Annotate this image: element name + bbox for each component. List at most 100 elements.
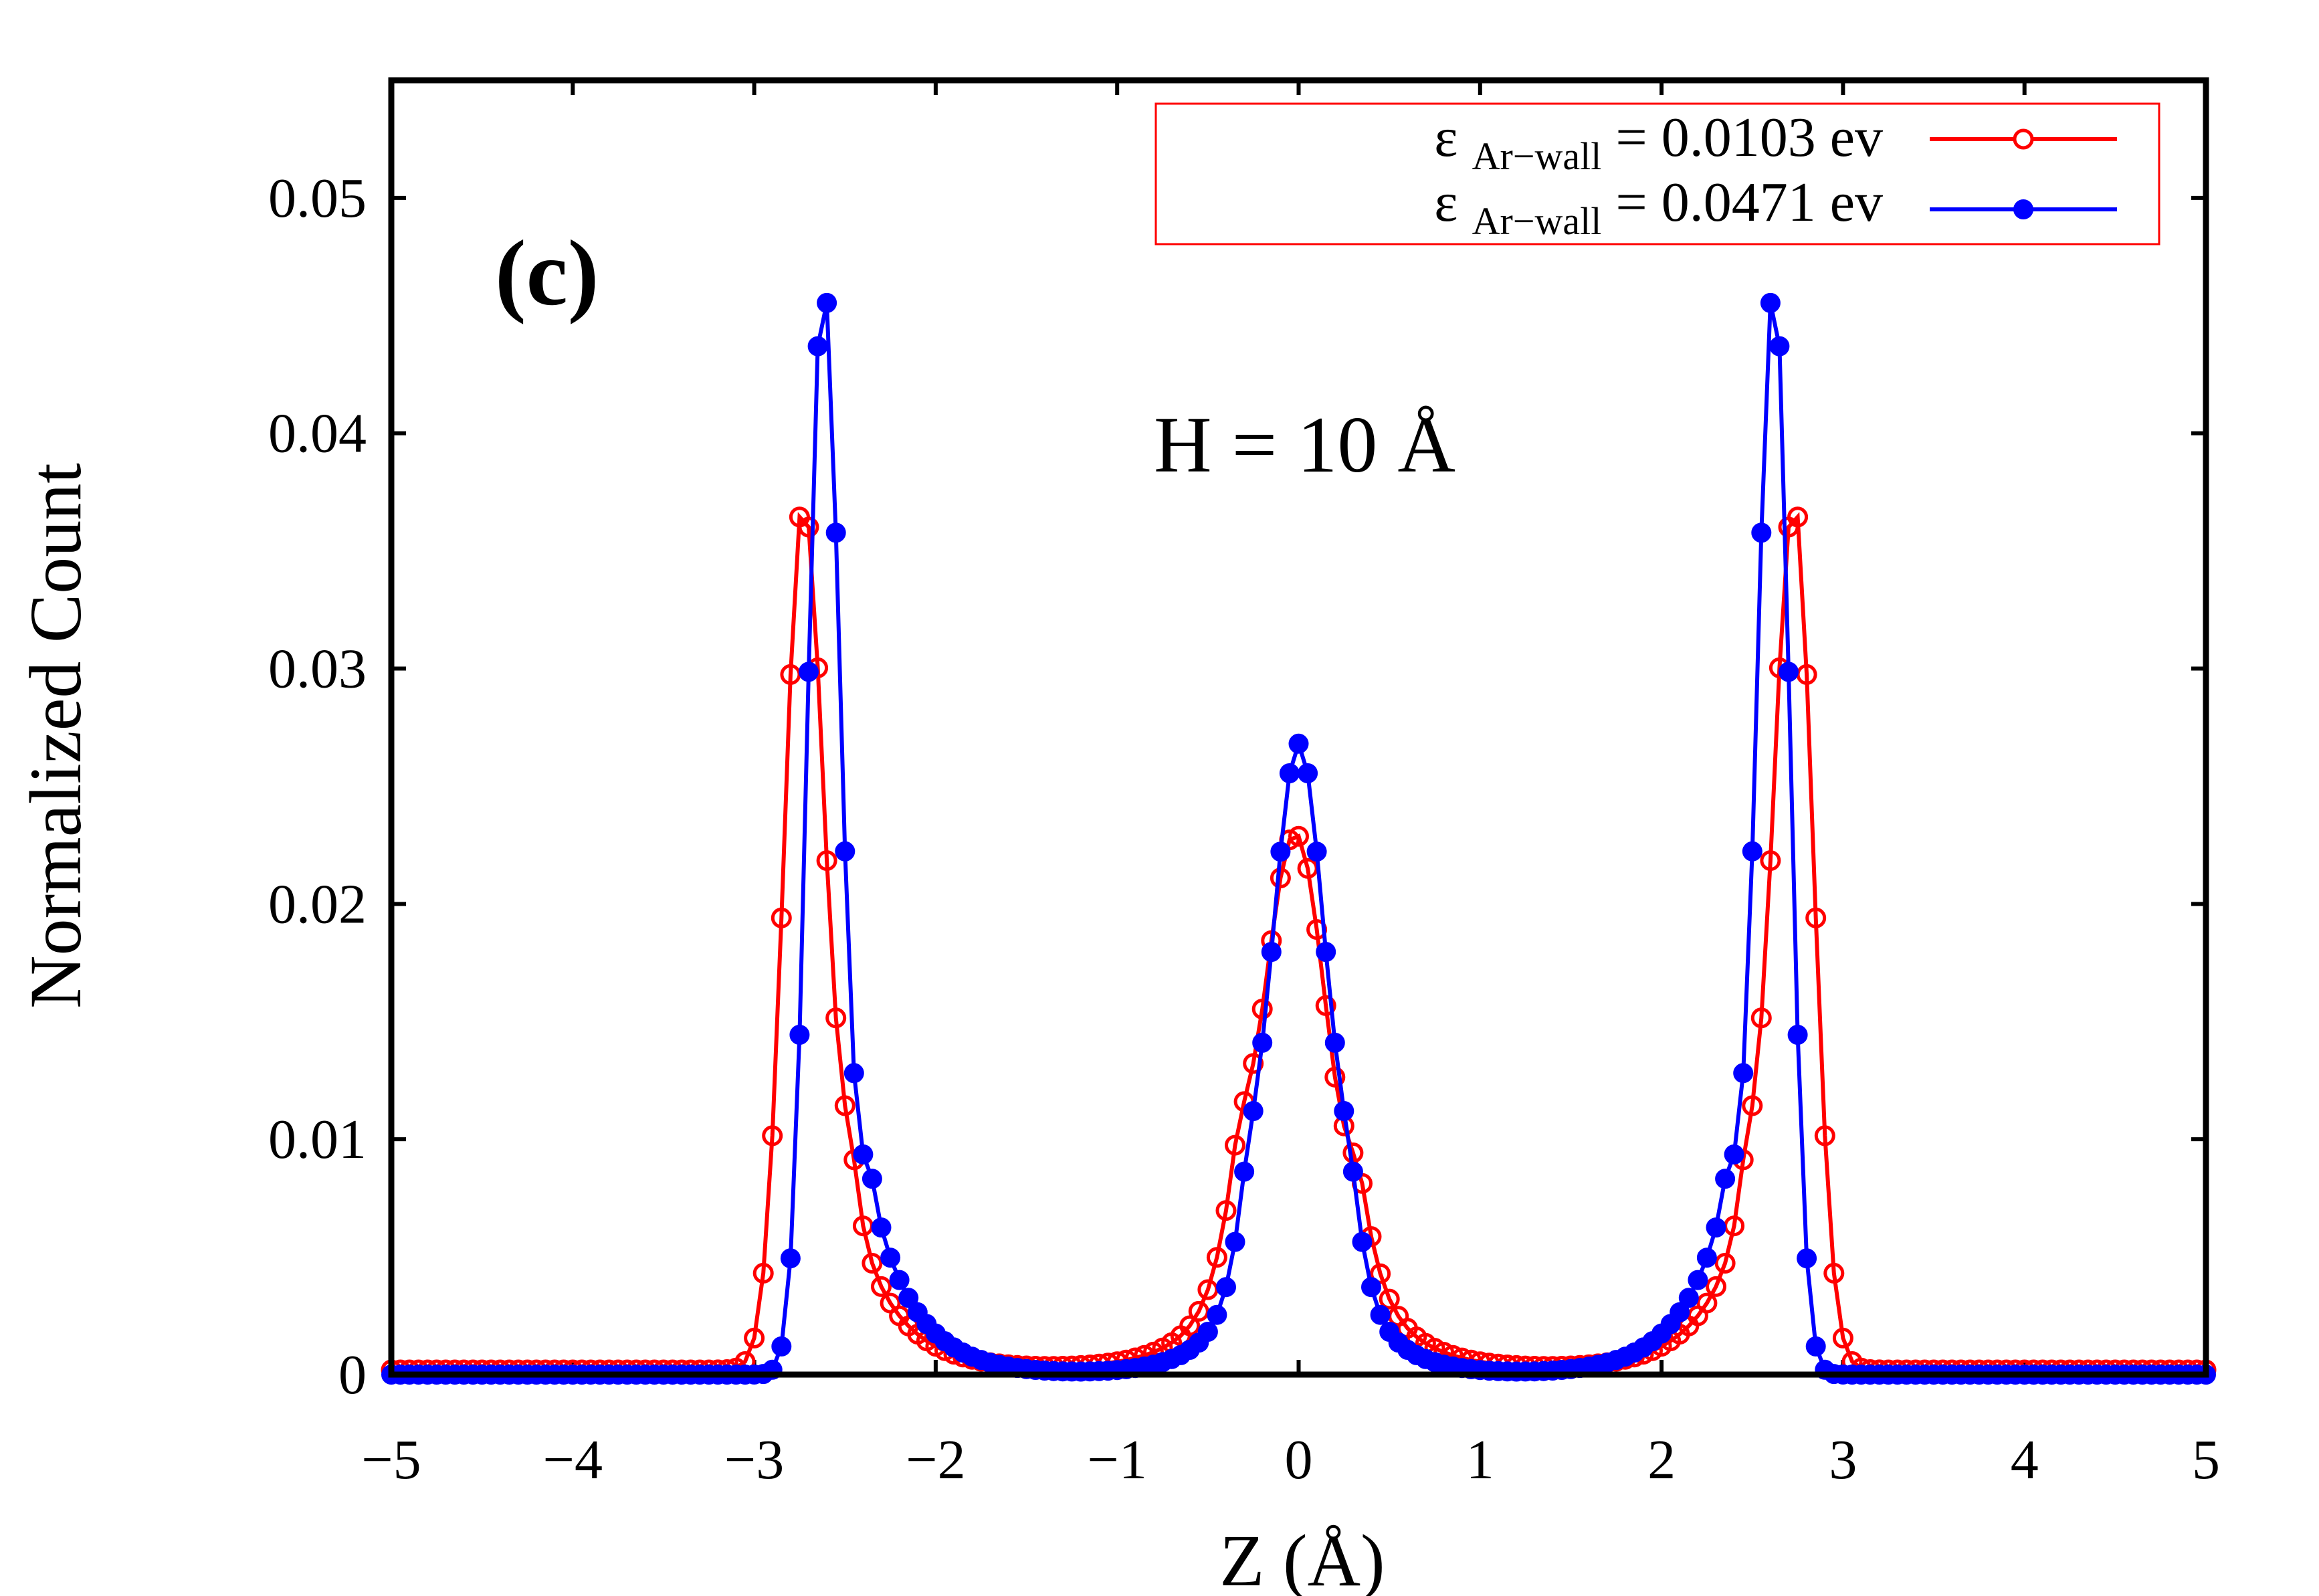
data-point: [1188, 1300, 1209, 1322]
data-point: [799, 662, 819, 682]
data-point: [825, 1007, 847, 1029]
data-point: [1225, 1134, 1245, 1156]
data-point: [752, 1262, 774, 1284]
data-point: [1742, 841, 1762, 862]
x-tick-label: −2: [906, 1429, 965, 1491]
data-point: [825, 522, 846, 543]
data-point: [880, 1248, 901, 1268]
data-point: [1678, 1288, 1699, 1308]
data-point: [1234, 1161, 1255, 1182]
data-point: [862, 1169, 882, 1189]
data-point: [1288, 825, 1309, 847]
legend-frame: [1154, 102, 2160, 245]
data-point: [744, 1327, 765, 1349]
data-point: [898, 1288, 919, 1308]
data-point: [807, 336, 828, 357]
y-tick-label: 0.03: [268, 638, 367, 700]
y-tick-label: 0.05: [268, 167, 367, 229]
legend-entry-1: ε Ar−wall = 0.0103 ev: [1434, 106, 2117, 182]
data-point: [1805, 907, 1827, 928]
data-point: [1279, 763, 1300, 783]
y-tick-label: 0.04: [268, 403, 367, 465]
legend-entry-2: ε Ar−wall = 0.0471 ev: [1434, 171, 2117, 243]
data-point: [1814, 1125, 1835, 1146]
data-point: [1797, 1248, 1817, 1269]
data-point: [1197, 1322, 1218, 1342]
x-tick-label: 4: [2011, 1429, 2039, 1491]
data-point: [1706, 1217, 1726, 1238]
x-tick-label: −4: [543, 1429, 603, 1491]
data-point: [816, 850, 837, 872]
data-point: [1760, 850, 1781, 872]
data-point: [889, 1270, 910, 1290]
data-point: [1724, 1144, 1744, 1165]
data-point: [789, 1025, 810, 1045]
legend-symbol-2: ε: [1434, 171, 1457, 233]
panel-label: (c): [495, 221, 599, 325]
x-tick-label: 1: [1466, 1429, 1494, 1491]
data-point: [1779, 662, 1799, 682]
data-point: [798, 516, 819, 538]
data-point: [780, 1248, 801, 1269]
data-point: [1769, 336, 1790, 357]
data-point: [1733, 1063, 1754, 1084]
data-point: [1805, 1336, 1826, 1357]
data-point: [1823, 1262, 1845, 1284]
data-point: [1361, 1277, 1381, 1298]
data-point: [1316, 942, 1336, 963]
data-point: [1787, 1025, 1808, 1045]
data-point: [1688, 1270, 1708, 1290]
data-point: [1751, 522, 1772, 543]
data-point: [834, 1095, 855, 1116]
data-point: [1715, 1169, 1736, 1189]
data-point: [771, 1336, 792, 1357]
data-point: [843, 1063, 864, 1084]
legend-subscript-1: Ar−wall: [1472, 134, 1602, 178]
y-tick-label: 0: [338, 1344, 367, 1406]
data-point: [1270, 841, 1291, 862]
data-point: [1787, 506, 1809, 528]
data-point: [1696, 1292, 1718, 1314]
legend-marker-2: [2013, 199, 2033, 219]
data-point: [817, 292, 837, 313]
data-point: [1334, 1101, 1354, 1121]
data-point: [1306, 841, 1327, 862]
data-point: [1324, 1066, 1346, 1088]
data-point: [1243, 1101, 1264, 1121]
data-point: [1225, 1231, 1245, 1252]
data-point: [1379, 1288, 1400, 1310]
legend-marker-1: [2013, 128, 2034, 150]
data-point: [1760, 292, 1781, 313]
data-point: [1243, 1053, 1264, 1074]
x-tick-label: 5: [2192, 1429, 2220, 1491]
data-point: [853, 1144, 874, 1165]
svg-text:ε Ar−wall = 0.: ε Ar−wall = 0.0103 ev: [1434, 106, 1883, 182]
data-point: [871, 1276, 892, 1297]
data-point: [1251, 999, 1273, 1019]
data-point: [1179, 1315, 1201, 1336]
data-point: [1696, 1248, 1717, 1268]
x-tick-label: 3: [1829, 1429, 1857, 1491]
data-point: [871, 1217, 892, 1238]
data-point: [771, 907, 792, 928]
data-point: [1742, 1095, 1763, 1116]
data-point: [1252, 1032, 1273, 1053]
data-point: [1288, 733, 1309, 754]
data-point: [1342, 1161, 1363, 1182]
data-point: [1750, 1007, 1772, 1029]
data-point: [762, 1125, 783, 1146]
legend: ε Ar−wall = 0.0103 ev ε Ar−wall = 0.0471…: [1154, 102, 2160, 245]
legend-symbol-1: ε: [1434, 106, 1457, 169]
data-point: [835, 841, 855, 862]
x-tick-label: −5: [361, 1429, 421, 1491]
tick-group: −5 −4 −3 −2 −1 0 1 2 3 4 5 0 0.01 0.02 0.03 0.04 0.05: [268, 80, 2220, 1491]
data-point: [1207, 1304, 1227, 1325]
x-tick-label: 0: [1285, 1429, 1313, 1491]
x-axis-title: Z (Å): [1219, 1520, 1385, 1596]
data-point: [862, 1253, 883, 1274]
y-tick-label: 0.01: [268, 1108, 367, 1171]
y-tick-label: 0.02: [268, 873, 367, 935]
annotation-h: H = 10 Å: [1154, 400, 1455, 489]
data-point: [1370, 1263, 1391, 1284]
